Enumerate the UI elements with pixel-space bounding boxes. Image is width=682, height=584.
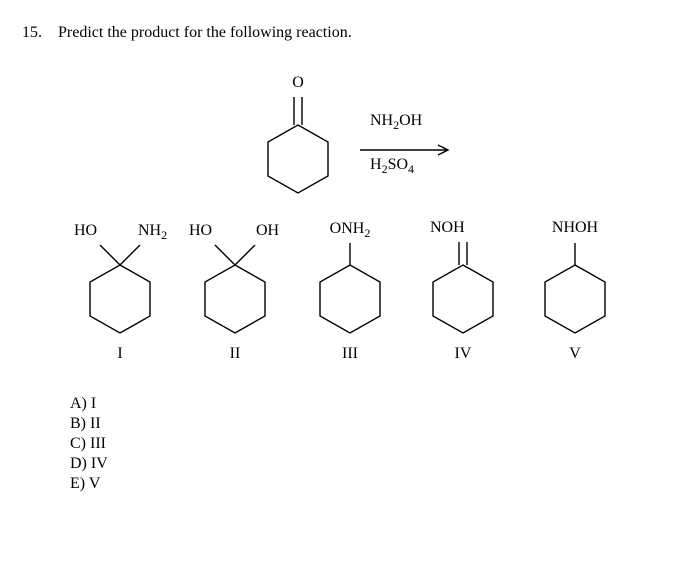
answer-choice-a[interactable]: A) I <box>70 395 96 413</box>
ketone-O-label: O <box>253 74 343 92</box>
question-number: 15. <box>22 24 42 41</box>
option-1-left-label: HO <box>74 222 97 240</box>
reactant-cyclohexanone: O <box>253 80 343 200</box>
answer-choice-d[interactable]: D) IV <box>70 455 108 473</box>
option-3-structure <box>305 225 395 345</box>
option-4-structure <box>418 225 508 345</box>
option-4-roman: IV <box>418 345 508 363</box>
option-3-roman: III <box>305 345 395 363</box>
answer-choice-c[interactable]: C) III <box>70 435 106 453</box>
answer-choice-b[interactable]: B) II <box>70 415 101 433</box>
answer-choice-e[interactable]: E) V <box>70 475 100 493</box>
option-5-top-label: NHOH <box>530 219 620 237</box>
option-1-right-label: NH2 <box>138 222 167 243</box>
option-1-roman: I <box>70 345 170 363</box>
option-2-left-label: HO <box>189 222 212 240</box>
option-5-structure <box>530 225 620 345</box>
question-text: Predict the product for the following re… <box>58 24 352 41</box>
option-5-roman: V <box>530 345 620 363</box>
option-2-right-label: OH <box>256 222 279 240</box>
reagent-top: NH2OH <box>370 112 450 133</box>
option-4-top-label: NOH <box>430 219 510 237</box>
option-3-top-label: ONH2 <box>305 220 395 241</box>
option-2-roman: II <box>185 345 285 363</box>
option-2-structure <box>185 225 285 345</box>
reagent-bottom: H2SO4 <box>370 156 450 177</box>
